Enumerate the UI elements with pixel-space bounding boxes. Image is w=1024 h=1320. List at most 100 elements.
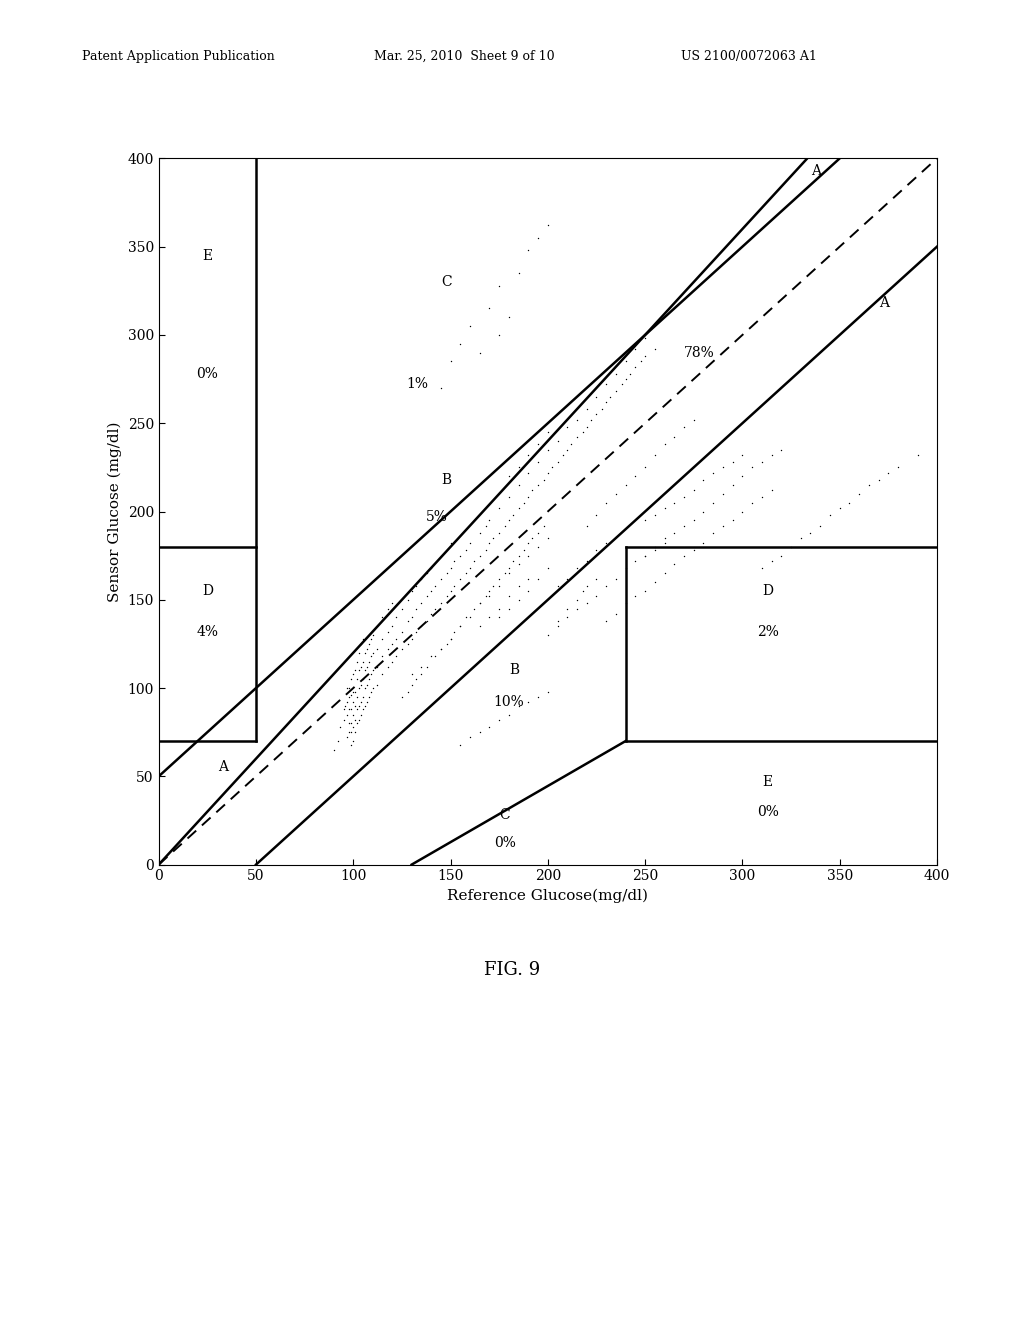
Point	[598, 374, 614, 395]
Point	[349, 698, 366, 719]
Point	[734, 445, 751, 466]
Point	[530, 536, 547, 557]
Point	[725, 474, 741, 495]
Point	[347, 709, 364, 730]
Point	[345, 664, 361, 685]
Point	[764, 445, 780, 466]
Point	[530, 474, 547, 495]
Point	[427, 645, 443, 667]
Point	[510, 263, 526, 284]
Point	[588, 404, 604, 425]
Point	[399, 634, 416, 655]
Point	[347, 696, 364, 717]
Text: 0%: 0%	[197, 367, 218, 380]
Point	[351, 643, 368, 664]
Point	[637, 545, 653, 566]
Point	[423, 581, 439, 602]
Y-axis label: Sensor Glucose (mg/dl): Sensor Glucose (mg/dl)	[108, 421, 122, 602]
Point	[524, 528, 541, 549]
Point	[530, 227, 547, 248]
Point	[341, 698, 357, 719]
Point	[734, 500, 751, 521]
Point	[627, 586, 644, 607]
Point	[343, 698, 359, 719]
Point	[705, 523, 721, 544]
Point	[380, 620, 396, 642]
Point	[330, 730, 346, 751]
Point	[617, 474, 634, 495]
Point	[477, 540, 494, 561]
Point	[501, 487, 517, 508]
Point	[365, 677, 381, 698]
Text: D: D	[202, 583, 213, 598]
Point	[466, 598, 482, 619]
Text: 4%: 4%	[197, 624, 218, 639]
Point	[510, 576, 526, 597]
Point	[485, 576, 502, 597]
Point	[656, 533, 673, 554]
Point	[458, 607, 474, 628]
Point	[734, 466, 751, 487]
Point	[544, 457, 560, 478]
Point	[423, 557, 439, 578]
Point	[481, 717, 498, 738]
Point	[617, 351, 634, 372]
Point	[453, 568, 469, 589]
Point	[510, 554, 526, 576]
Point	[358, 692, 375, 713]
Point	[345, 692, 361, 713]
Point	[343, 669, 359, 690]
Point	[403, 581, 420, 602]
Text: E: E	[763, 775, 773, 788]
Point	[471, 523, 488, 544]
Point	[559, 440, 575, 461]
Point	[563, 434, 580, 455]
Point	[676, 545, 692, 566]
Point	[408, 620, 424, 642]
Point	[613, 374, 630, 395]
Point	[355, 628, 372, 649]
Point	[492, 523, 508, 544]
Point	[466, 550, 482, 572]
Point	[540, 462, 556, 483]
Point	[559, 607, 575, 628]
Point	[536, 469, 552, 490]
Point	[540, 528, 556, 549]
Point	[574, 421, 591, 442]
Point	[481, 586, 498, 607]
Point	[909, 445, 926, 466]
Point	[588, 504, 604, 525]
Point	[462, 727, 478, 748]
Point	[481, 607, 498, 628]
Point	[516, 540, 532, 561]
Point	[588, 540, 604, 561]
Point	[481, 298, 498, 319]
Point	[569, 426, 586, 447]
Point	[647, 540, 664, 561]
Point	[501, 704, 517, 725]
Point	[627, 550, 644, 572]
Point	[647, 504, 664, 525]
Point	[369, 656, 385, 677]
Point	[339, 677, 355, 698]
Point	[492, 498, 508, 519]
Point	[666, 523, 682, 544]
Point	[442, 581, 459, 602]
Point	[647, 338, 664, 359]
Point	[419, 610, 435, 631]
Point	[637, 346, 653, 367]
Point	[598, 576, 614, 597]
Point	[598, 392, 614, 413]
Point	[501, 557, 517, 578]
Point	[870, 469, 887, 490]
Point	[471, 593, 488, 614]
Point	[530, 434, 547, 455]
Point	[510, 498, 526, 519]
Point	[326, 739, 342, 760]
Point	[559, 598, 575, 619]
Point	[345, 730, 361, 751]
Point	[458, 540, 474, 561]
Point	[336, 698, 352, 719]
Point	[505, 504, 521, 525]
Point	[384, 593, 400, 614]
